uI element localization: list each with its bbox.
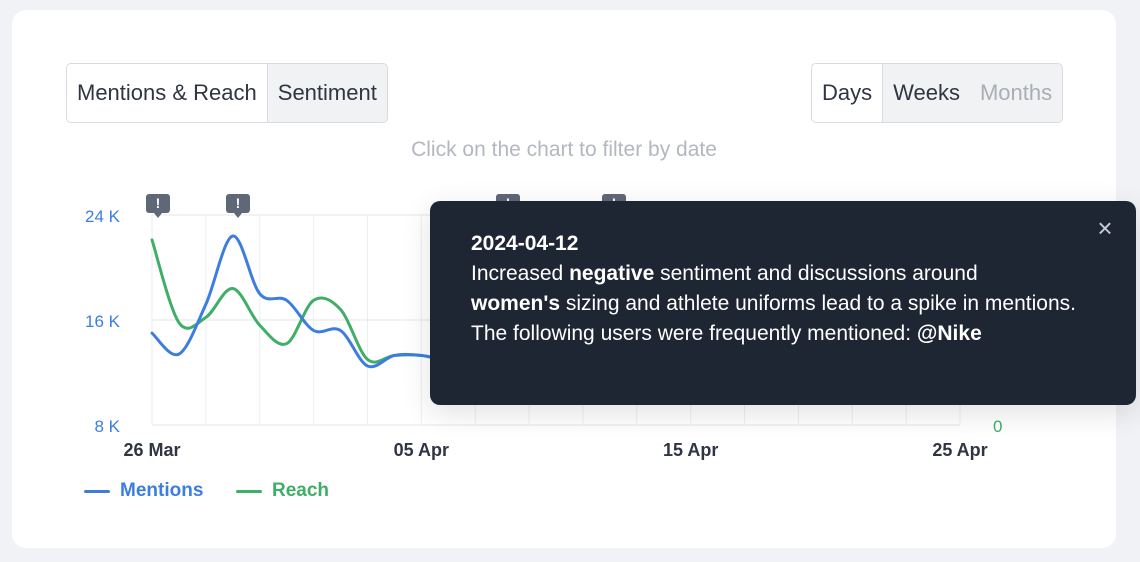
chart-hint: Click on the chart to filter by date	[411, 138, 717, 161]
y-axis-tick-label: 24 K	[85, 207, 121, 226]
tooltip-text: sentiment and discussions around	[654, 262, 978, 285]
x-axis-tick-label: 26 Mar	[123, 440, 180, 460]
tooltip-bold: negative	[569, 262, 655, 285]
tab-mentions-reach[interactable]: Mentions & Reach	[67, 64, 268, 122]
series-line-mentions	[150, 234, 450, 369]
tab-days[interactable]: Days	[812, 64, 884, 122]
period-tab-group: Days Weeks Months	[811, 63, 1064, 123]
event-marker-icon[interactable]: !	[226, 194, 250, 218]
tab-months[interactable]: Months	[979, 80, 1053, 105]
x-axis-tick-label: 15 Apr	[663, 440, 718, 460]
metric-tab-group: Mentions & Reach Sentiment	[66, 63, 388, 123]
tab-weeks[interactable]: Weeks	[893, 80, 960, 105]
legend-reach-label: Reach	[272, 480, 330, 501]
series-line-reach	[150, 238, 450, 364]
x-axis-tick-label: 25 Apr	[932, 440, 987, 460]
y-axis-tick-label: 16 K	[85, 312, 121, 331]
close-icon[interactable]: ×	[1097, 213, 1113, 243]
event-tooltip: 2024-04-12 Increased negative sentiment …	[430, 201, 1136, 405]
tab-sentiment[interactable]: Sentiment	[277, 80, 377, 105]
event-marker-icon[interactable]: !	[146, 194, 170, 218]
y-axis-right-tick-label: 0	[993, 417, 1002, 436]
tooltip-text: sizing and athlete uniforms lead to a sp…	[560, 292, 1076, 315]
legend-mentions-label: Mentions	[120, 480, 204, 501]
legend-mentions-swatch	[84, 489, 110, 493]
tooltip-bold: women's	[471, 292, 561, 315]
tooltip-body: Increased negative sentiment and discuss…	[471, 259, 1096, 349]
tooltip-bold: @Nike	[916, 322, 982, 345]
legend-reach[interactable]: Reach	[236, 480, 329, 502]
legend-reach-swatch	[236, 489, 262, 493]
tooltip-text: The following users were frequently ment…	[471, 322, 917, 345]
y-axis-tick-label: 8 K	[94, 417, 120, 436]
x-axis-tick-label: 05 Apr	[394, 440, 449, 460]
tooltip-date: 2024-04-12	[471, 232, 579, 255]
legend-mentions[interactable]: Mentions	[84, 480, 203, 502]
tooltip-text: Increased	[471, 262, 570, 285]
